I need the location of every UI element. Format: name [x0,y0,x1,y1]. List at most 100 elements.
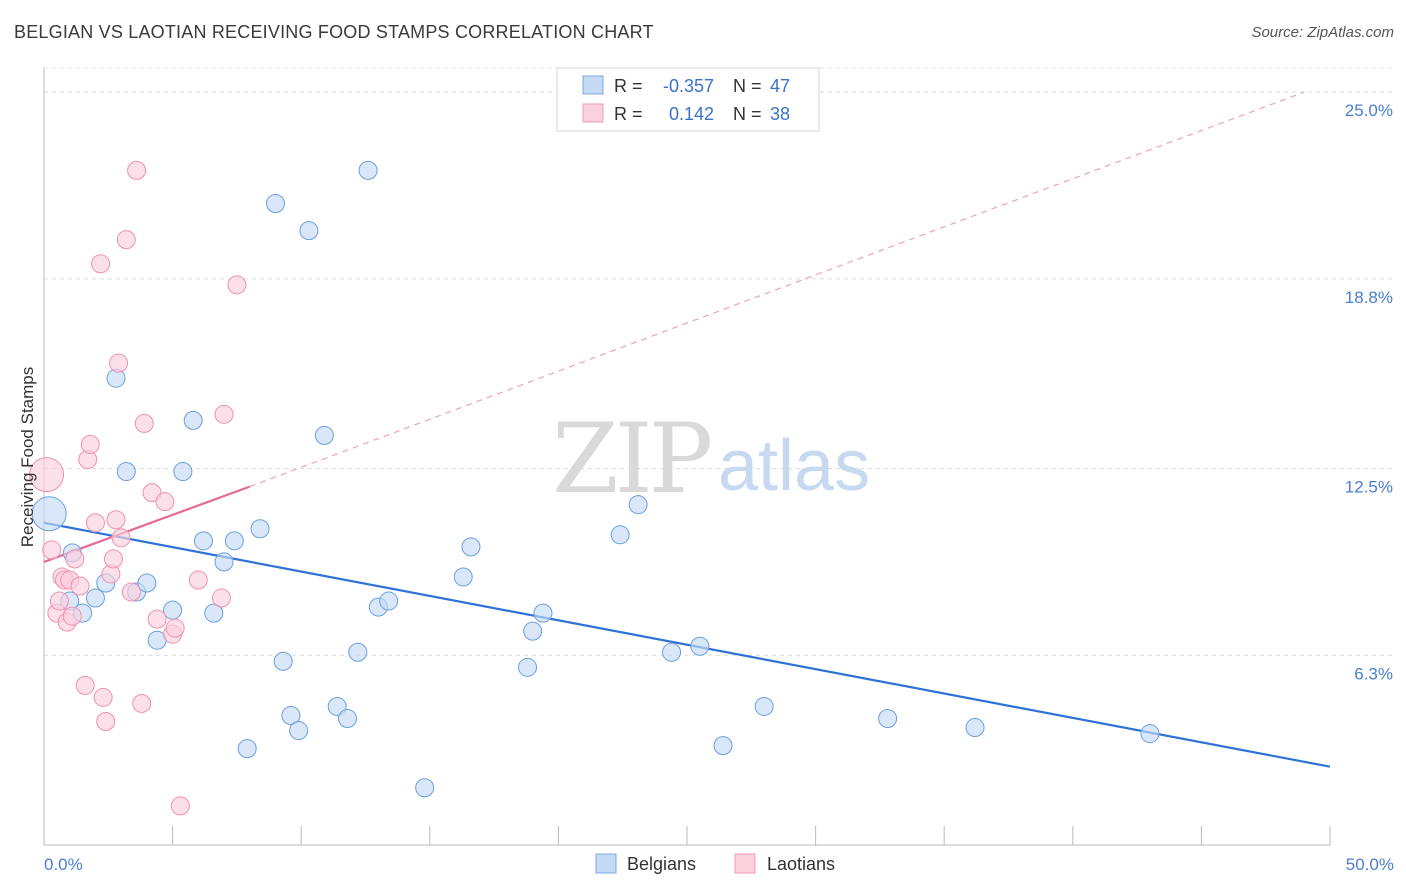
point-belgians [214,552,234,572]
legend-n-label-1: N = [733,76,762,96]
point-laotians [132,693,152,713]
point-laotians [62,606,82,626]
bottom-legend-swatch-belgians [595,853,617,874]
point-laotians [80,434,100,454]
point-belgians [713,736,733,756]
point-belgians [85,588,105,608]
point-laotians [142,483,162,503]
point-laotians [165,618,185,638]
point-belgians [173,462,193,482]
point-belgians [116,462,136,482]
point-laotians [134,413,154,433]
watermark: ZIP atlas [552,403,870,515]
point-belgians [299,221,319,241]
chart-title: BELGIAN VS LAOTIAN RECEIVING FOOD STAMPS… [14,22,654,42]
point-laotians [214,404,234,424]
point-belgians [415,778,435,798]
y-tick-label: 12.5% [1345,478,1393,497]
trend-line-belgians [43,521,1331,768]
point-laotians [170,796,190,816]
bottom-legend-label-laotians: Laotians [767,854,835,874]
legend-box: R = -0.357 N = 47 R = 0.142 N = 38 [556,67,820,132]
point-belgians [183,410,203,430]
point-belgians [327,696,347,716]
point-belgians [289,721,309,741]
point-belgians [204,603,224,623]
point-belgians [163,600,183,620]
legend-swatch-belgians [582,75,604,95]
point-laotians [211,588,231,608]
point-belgians [358,160,378,180]
point-belgians [379,591,399,611]
bottom-legend: Belgians Laotians [595,853,835,874]
point-laotians [49,591,69,611]
point-laotians [121,582,141,602]
point-laotians [111,528,131,548]
y-tick-label: 25.0% [1345,101,1393,120]
legend-n-value-2: 38 [770,104,790,124]
point-laotians [96,712,116,732]
point-belgians [265,194,285,214]
point-laotians [188,570,208,590]
point-laotians [93,687,113,707]
point-belgians [193,531,213,551]
point-belgians [965,718,985,738]
point-belgians [453,567,473,587]
point-laotians [42,540,62,560]
point-belgians [690,636,710,656]
point-laotians [103,549,123,569]
y-tick-label: 18.8% [1345,288,1393,307]
watermark-atlas: atlas [718,426,870,506]
point-belgians [31,496,67,532]
y-axis-title: Receiving Food Stamps [18,367,37,547]
point-laotians [106,510,126,530]
point-belgians [523,621,543,641]
point-laotians [109,353,129,373]
bottom-legend-swatch-laotians [734,853,756,874]
point-belgians [348,642,368,662]
trend-extension-laotians [249,91,1305,488]
point-laotians [70,576,90,596]
point-belgians [250,519,270,539]
watermark-zip: ZIP [552,403,711,515]
point-belgians [314,425,334,445]
point-laotians [147,609,167,629]
point-belgians [628,495,648,515]
point-belgians [1140,724,1160,744]
point-laotians [65,549,85,569]
point-belgians [610,525,630,545]
point-laotians [91,254,111,274]
point-belgians [137,573,157,593]
point-belgians [754,696,774,716]
point-belgians [337,709,357,729]
legend-n-label-2: N = [733,104,762,124]
y-tick-label: 6.3% [1354,664,1393,683]
point-belgians [281,706,301,725]
legend-r-label-1: R = [614,76,643,96]
point-belgians [461,537,481,557]
point-belgians [518,657,538,677]
legend-r-label-2: R = [614,104,643,124]
point-laotians [75,675,95,695]
source-label: Source: ZipAtlas.com [1251,24,1394,41]
point-belgians [662,642,682,662]
legend-r-value-1: -0.357 [663,76,714,96]
y-tick-labels: 6.3% 12.5% 18.8% 25.0% [1345,101,1393,683]
point-laotians [127,160,147,180]
legend-swatch-laotians [582,103,604,123]
point-belgians [224,531,244,551]
grid-lines [44,67,1394,656]
point-laotians [85,513,105,533]
point-belgians [237,739,257,759]
bottom-legend-label-belgians: Belgians [627,854,696,874]
point-laotians [227,275,247,295]
point-belgians [533,603,553,623]
point-laotians [29,457,65,493]
data-points [29,160,1160,816]
legend-n-value-1: 47 [770,76,790,96]
x-ticks [43,826,1331,845]
x-tick-label-max: 50.0% [1346,855,1394,874]
x-tick-label-min: 0.0% [44,855,83,874]
point-laotians [116,230,136,250]
